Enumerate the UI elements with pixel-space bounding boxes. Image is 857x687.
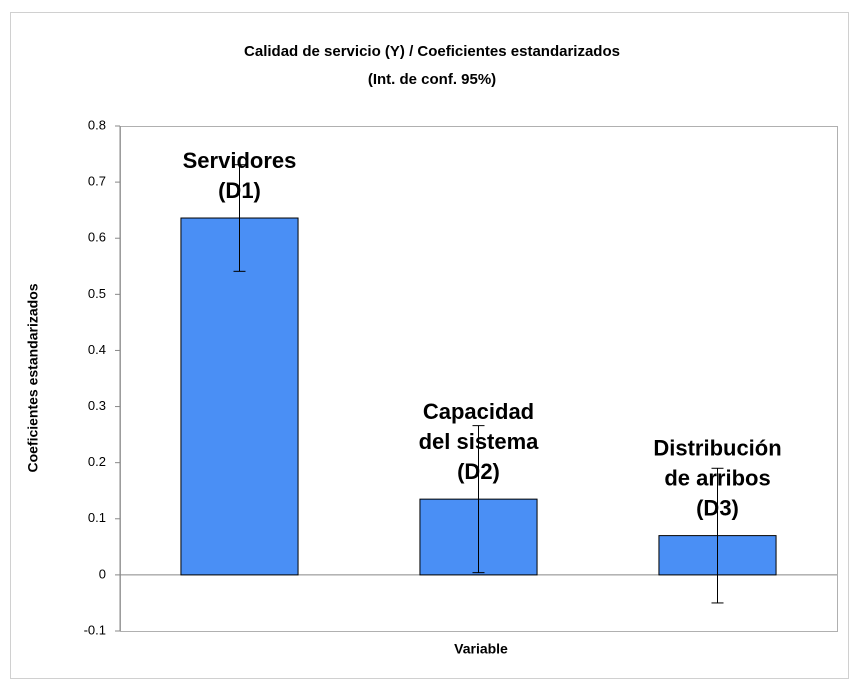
- category-label: Servidores: [183, 148, 297, 173]
- category-label: (D3): [696, 495, 739, 520]
- y-tick-label: 0.3: [88, 398, 106, 413]
- category-label: del sistema: [419, 429, 540, 454]
- category-label: Capacidad: [423, 399, 534, 424]
- y-tick-label: -0.1: [84, 622, 106, 637]
- y-tick-label: 0.4: [88, 342, 106, 357]
- chart-title: Calidad de servicio (Y) / Coeficientes e…: [244, 43, 620, 60]
- y-tick-label: 0.1: [88, 510, 106, 525]
- y-tick-label: 0.7: [88, 174, 106, 189]
- chart-subtitle: (Int. de conf. 95%): [368, 71, 496, 88]
- y-tick-label: 0.6: [88, 230, 106, 245]
- category-label: de arribos: [664, 465, 770, 490]
- y-tick-label: 0.8: [88, 117, 106, 132]
- x-axis-label: Variable: [454, 641, 508, 657]
- y-axis-label: Coeficientes estandarizados: [25, 283, 41, 472]
- category-label: Distribución: [653, 435, 781, 460]
- y-tick-label: 0.5: [88, 286, 106, 301]
- y-tick-label: 0: [99, 566, 106, 581]
- bar: [180, 217, 299, 576]
- chart-border: [10, 12, 849, 679]
- category-label: (D1): [218, 178, 261, 203]
- y-tick-label: 0.2: [88, 454, 106, 469]
- category-label: (D2): [457, 459, 500, 484]
